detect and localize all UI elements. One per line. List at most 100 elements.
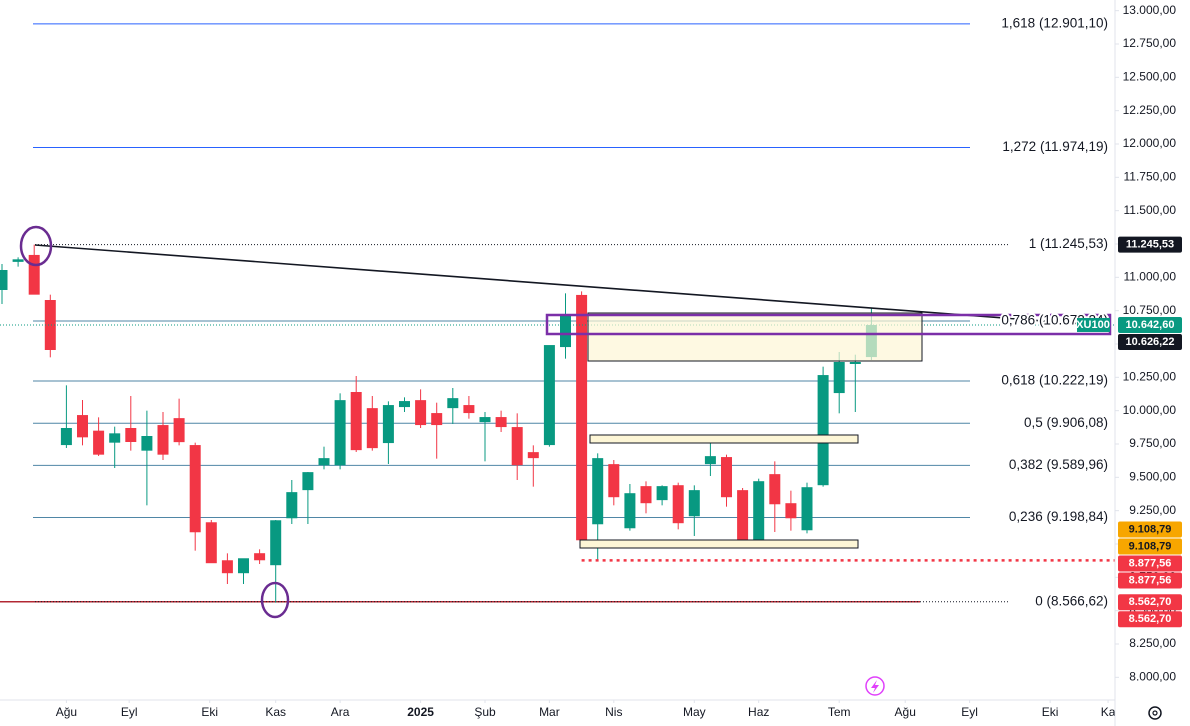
price-tag-label: 10.626,22 [1126,336,1175,348]
candle-body [511,427,523,466]
candle-body [366,408,378,449]
candle-body [753,481,765,544]
pivot-circle [19,225,53,267]
candle-body [302,472,314,491]
candle-body [399,401,411,408]
settings-icon[interactable] [1148,706,1162,720]
flash-icon[interactable] [865,676,885,696]
zone-box [579,539,859,549]
x-tick-label: Mar [539,705,560,719]
labels: 8.000,008.250,008.500,008.750,009.000,00… [56,3,1182,719]
price-tag [1118,538,1182,555]
y-tick-label: 10.250,00 [1123,370,1177,384]
fib-label: 0,5 (9.906,08) [1024,415,1108,430]
price-tag [1118,333,1182,350]
pivot-circle [260,581,290,619]
candle-body [833,362,845,394]
price-tag-label: 9.108,79 [1129,523,1172,535]
x-tick-label: Eki [1042,705,1059,719]
candle-body [125,428,137,442]
candle-body [495,417,507,428]
candle-body [334,400,346,466]
x-tick-label: Haz [748,705,769,719]
candle-body [286,492,298,519]
candle-body [640,486,652,504]
zone-box [589,434,859,444]
candle-body [527,452,539,459]
candle-body [205,522,217,564]
candle-body [28,254,40,295]
candle-body [76,415,88,438]
candle-body [189,445,201,533]
candle-body [801,487,813,531]
x-tick-label: May [683,705,706,719]
candle-body [237,558,249,574]
candle-body [157,425,169,455]
fib-label: 0,382 (9.589,96) [1009,457,1108,472]
price-tag [1118,521,1182,538]
candle-body [560,314,572,348]
y-tick-label: 8.250,00 [1129,636,1176,650]
gear[interactable] [1148,706,1162,720]
candle-body [543,345,555,446]
x-tick-label: Ara [331,705,350,719]
flash-bolt[interactable] [871,680,879,693]
y-tick-label: 11.000,00 [1124,270,1177,284]
y-tick-label: 12.750,00 [1123,36,1177,50]
price-tag-label: 9.108,79 [1129,540,1172,552]
fib-label: 1,618 (12.901,10) [1001,15,1108,30]
candle-body [60,428,72,446]
candle-body [721,457,733,498]
fib-label: 0 (8.566,62) [1035,593,1108,608]
price-tag [1118,594,1182,611]
y-tick-label: 10.000,00 [1123,403,1177,417]
candle-body [672,485,684,524]
candle-body [704,456,716,465]
y-tick-label: 10.750,00 [1123,303,1177,317]
y-tick-label: 8.000,00 [1129,670,1176,684]
candle-body [221,560,233,574]
candle-body [479,417,491,423]
price-tag-label: 8.562,70 [1129,596,1172,608]
x-tick-label: Eyl [121,705,138,719]
x-tick-label: Ağu [56,705,77,719]
x-tick-label: Eki [201,705,218,719]
flash-ring[interactable] [865,676,885,696]
price-tag-label: 11.245,53 [1126,239,1174,251]
candle-body [849,362,861,364]
fib-label: 0,236 (9.198,84) [1009,509,1108,524]
x-tick-label: Tem [828,705,851,719]
candle-body [785,503,797,519]
candle-body [592,458,604,525]
candle-body [817,375,829,486]
price-tag [1118,555,1182,572]
price-tag [1118,236,1182,253]
candle-body [0,270,8,290]
candle-body [254,553,266,561]
fib-label: 0,618 (10.222,19) [1001,373,1108,388]
x-tick-label: 2025 [407,705,434,719]
candle-body [608,464,620,498]
candle-body [688,490,700,517]
y-tick-label: 11.500,00 [1124,203,1177,217]
y-tick-label: 12.500,00 [1123,70,1177,84]
candle-body [624,493,636,529]
y-tick-label: 12.000,00 [1123,136,1177,150]
price-tag [1118,316,1182,333]
candle-body [769,474,781,505]
x-tick-label: Ağu [895,705,916,719]
x-tick-label: Nis [605,705,622,719]
candle-body [576,294,588,541]
x-tick-label: Kas [265,705,286,719]
price-tag-label: 8.877,56 [1129,574,1172,586]
candle-body [415,400,427,426]
candle-body [318,458,330,466]
candle-body [431,413,443,426]
gear-hub[interactable] [1152,710,1158,716]
fib-label: 1,272 (11.974,19) [1002,139,1108,154]
candle-body [12,259,24,262]
price-tag [1118,611,1182,628]
candle-body [463,405,475,414]
x-tick-label: Şub [474,705,496,719]
